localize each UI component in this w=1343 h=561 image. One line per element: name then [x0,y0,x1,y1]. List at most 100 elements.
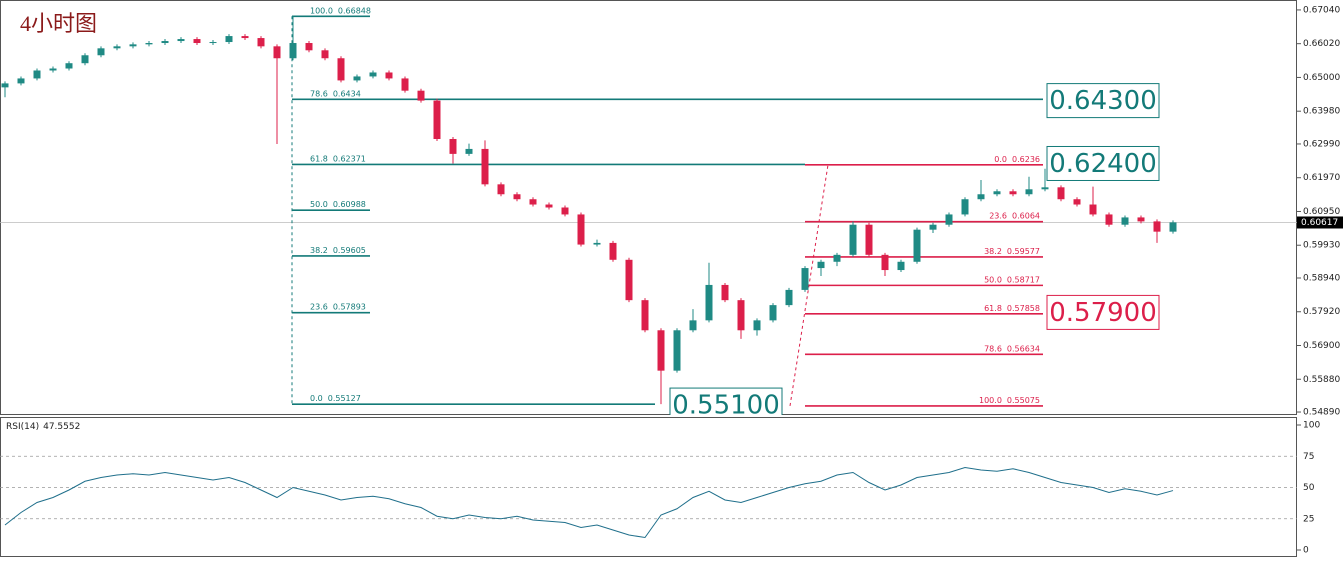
fib-price: 0.56634 [1007,344,1040,353]
fib-price: 0.62371 [333,154,366,163]
candle-body [625,259,633,301]
candle-body [1009,191,1017,195]
fib-pct: 0.0 [994,154,1007,163]
annotation-box [669,387,783,415]
rsi-current: 47.5552 [43,422,80,432]
fib-label: 23.6 0.57893 [310,302,366,311]
candle-body [97,48,105,56]
candle-body [417,90,425,101]
fib-label: 50.0 0.58717 [984,275,1040,284]
candle-body [33,70,41,79]
fib-pct: 23.6 [989,211,1007,220]
chart-title: 4小时图 [20,11,97,36]
candle-body [833,254,841,262]
current-price-box [1297,216,1343,229]
candle-body [449,138,457,154]
candle-body [401,78,409,91]
candle-body [1105,214,1113,225]
fib-pct: 50.0 [984,275,1002,284]
candle-body [241,36,249,39]
main-panel [0,0,1297,415]
price-annotation: 0.64300 [1046,83,1160,119]
y-tick-label: 0.58940 [1303,273,1340,283]
fib-label: 0.0 0.6236 [994,154,1040,163]
candle-body [225,36,233,43]
fib-price: 0.6064 [1012,211,1040,220]
candle-body [1057,187,1065,200]
annotation-label: 0.55100 [672,391,780,421]
candle-body [881,254,889,271]
candle-body [337,58,345,81]
candle-body [145,43,153,45]
fib-price: 0.6434 [333,89,361,98]
fib-label: 78.6 0.6434 [310,89,361,98]
candle-body [977,194,985,200]
fib-label: 0.0 0.55127 [310,394,361,403]
y-tick-label: 0.61970 [1303,173,1340,183]
y-tick-label: 0.56900 [1303,341,1340,351]
candle-body [1121,217,1129,225]
candle-body [1089,204,1097,215]
fib-price: 0.58717 [1007,275,1040,284]
candle-body [17,78,25,84]
candle-body [289,43,297,59]
candle-body [769,305,777,321]
candle-body [49,68,57,71]
candle-body [369,72,377,77]
y-tick-label: 0.59930 [1303,241,1340,251]
candle-body [1153,221,1161,232]
candle-body [321,50,329,59]
fib-label: 38.2 0.59605 [310,245,366,254]
fib-pct: 38.2 [310,245,328,254]
candle-body [913,229,921,262]
y-tick-label: 0.67040 [1303,5,1340,15]
fib-price: 0.55127 [328,394,361,403]
candle-body [113,46,121,49]
candle-body [737,300,745,331]
candle-body [657,330,665,371]
candle-body [897,261,905,271]
candle-body [385,72,393,79]
candle-body [929,224,937,230]
candle-body [961,199,969,215]
candle-body [1025,189,1033,195]
candle-body [801,268,809,290]
candle-body [993,191,1001,195]
rsi-tick-label: 0 [1303,546,1309,556]
candle-body [673,330,681,371]
fib-pct: 0.0 [310,394,323,403]
rsi-tick-label: 50 [1303,483,1315,493]
fib-label: 61.8 0.62371 [310,154,366,163]
y-tick-label: 0.62990 [1303,139,1340,149]
candle-body [465,148,473,154]
current-price-label: 0.60617 [1301,218,1338,228]
candle-body [497,184,505,195]
fib-label: 38.2 0.59577 [984,246,1040,255]
fib-price: 0.59605 [333,245,366,254]
candle-body [705,284,713,321]
candle-body [849,224,857,255]
candle-body [545,204,553,208]
annotation-label: 0.57900 [1049,298,1157,328]
candle-body [561,207,569,215]
fib-trend [789,164,829,406]
fib-pct: 100.0 [979,395,1002,404]
y-tick-label: 0.66020 [1303,39,1340,49]
rsi-tick-label: 25 [1303,514,1314,524]
rsi-tick-label: 100 [1303,421,1320,431]
price-annotation: 0.57900 [1046,294,1160,330]
candle-body [257,38,265,47]
fib-label: 61.8 0.57858 [984,303,1040,312]
candle-body [433,100,441,139]
candle-body [1137,217,1145,222]
candle-body [305,43,313,51]
candle-body [785,289,793,306]
rsi-label: RSI(14) 47.5552 [6,422,80,432]
candle-body [193,39,201,44]
fib-price: 0.55075 [1007,395,1040,404]
price-annotation: 0.55100 [669,387,783,421]
fib-pct: 61.8 [984,303,1002,312]
candle-body [529,199,537,205]
candle-body [753,320,761,331]
fib-price: 0.57893 [333,302,366,311]
